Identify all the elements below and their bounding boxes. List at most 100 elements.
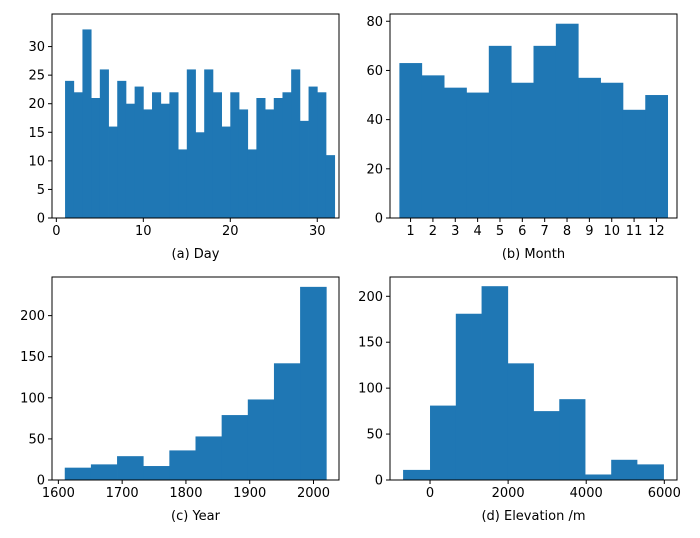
y-tick-label: 10 — [28, 154, 45, 169]
bar-a-28 — [308, 86, 318, 218]
bar-a-18 — [221, 126, 231, 218]
bar-b-3 — [466, 92, 490, 218]
y-tick-label: 0 — [375, 474, 383, 489]
bar-a-8 — [134, 86, 144, 218]
bar-a-22 — [256, 98, 266, 218]
y-tick-label: 30 — [28, 40, 45, 55]
bar-c-6 — [221, 415, 249, 480]
bar-d-2 — [455, 313, 482, 480]
bar-d-9 — [636, 464, 664, 480]
y-tick-label: 80 — [366, 15, 383, 30]
bar-b-8 — [578, 77, 601, 218]
y-tick-label: 60 — [366, 64, 383, 79]
y-tick-label: 0 — [37, 474, 45, 489]
x-tick-label: 20 — [222, 224, 239, 239]
subplot-day-histogram: 0 10 20 30 0 5 10 15 20 25 30 (a) Day — [28, 13, 340, 262]
x-axis-label: (d) Elevation /m — [481, 509, 585, 524]
bar-a-26 — [291, 69, 301, 219]
bar-a-6 — [117, 80, 127, 218]
bar-d-6 — [559, 399, 586, 480]
bar-b-2 — [444, 87, 467, 218]
bar-c-0 — [64, 467, 92, 480]
bar-a-7 — [125, 103, 136, 218]
bar-a-12 — [169, 92, 179, 218]
bar-b-4 — [488, 45, 512, 218]
bar-b-1 — [421, 75, 445, 218]
bar-a-11 — [160, 103, 170, 218]
x-tick-label: 2 — [429, 224, 437, 239]
bar-b-10 — [622, 109, 646, 218]
bar-a-20 — [238, 109, 249, 218]
x-tick-label: 7 — [541, 224, 549, 239]
x-tick-label: 6 — [518, 224, 526, 239]
x-tick-label: 12 — [648, 224, 665, 239]
bar-a-25 — [282, 92, 292, 218]
bar-c-3 — [143, 466, 170, 480]
x-tick-label: 10 — [135, 224, 152, 239]
x-tick-label: 4000 — [570, 486, 603, 501]
bar-d-3 — [481, 286, 509, 480]
y-tick-label: 150 — [20, 350, 45, 365]
x-tick-label: 1900 — [233, 486, 266, 501]
bar-a-30 — [325, 155, 336, 218]
bar-d-0 — [403, 469, 431, 480]
x-tick-label: 5 — [496, 224, 504, 239]
bar-d-7 — [585, 474, 612, 480]
axes-frame — [51, 276, 340, 481]
x-axis-label: (b) Month — [502, 247, 565, 262]
y-tick-label: 0 — [375, 212, 383, 227]
bar-b-7 — [555, 23, 579, 219]
x-tick-label: 1700 — [106, 486, 139, 501]
bar-b-0 — [399, 63, 423, 219]
subplot-elevation-histogram: 0 2000 4000 6000 0 50 100 150 200 (d) Elevation /… — [358, 276, 681, 524]
bar-c-5 — [195, 436, 223, 480]
x-tick-label: 1800 — [169, 486, 202, 501]
x-axis-label: (a) Day — [172, 247, 220, 262]
x-tick-label: 1 — [406, 224, 414, 239]
x-tick-label: 1600 — [42, 486, 75, 501]
bar-c-2 — [117, 456, 144, 480]
x-tick-label: 11 — [626, 224, 643, 239]
y-tick-label: 100 — [358, 382, 383, 397]
bar-c-1 — [90, 464, 118, 480]
x-tick-label: 0 — [426, 486, 434, 501]
x-tick-label: 4 — [473, 224, 481, 239]
bar-d-8 — [611, 459, 638, 480]
x-tick-label: 10 — [603, 224, 620, 239]
y-tick-label: 200 — [20, 309, 45, 324]
x-tick-label: 2000 — [492, 486, 525, 501]
bar-a-9 — [143, 109, 153, 218]
x-tick-label: 8 — [563, 224, 571, 239]
bar-a-5 — [108, 126, 118, 218]
bar-a-2 — [82, 29, 92, 219]
bar-a-13 — [178, 149, 188, 218]
y-tick-label: 25 — [28, 69, 45, 84]
bar-c-8 — [273, 363, 301, 480]
bar-a-27 — [299, 120, 309, 218]
bar-a-15 — [195, 132, 205, 218]
y-tick-label: 0 — [37, 212, 45, 227]
bar-c-9 — [300, 286, 327, 480]
y-tick-label: 20 — [28, 97, 45, 112]
bar-a-10 — [152, 92, 162, 218]
x-tick-label: 2000 — [297, 486, 330, 501]
y-tick-label: 50 — [28, 432, 45, 447]
bar-a-23 — [265, 109, 275, 218]
bar-c-4 — [169, 450, 196, 480]
y-tick-label: 40 — [366, 113, 383, 128]
bar-a-19 — [230, 92, 240, 218]
bar-c-7 — [247, 399, 275, 480]
x-tick-label: 3 — [451, 224, 459, 239]
y-tick-label: 150 — [358, 336, 383, 351]
bar-a-14 — [186, 69, 196, 219]
bar-a-29 — [317, 92, 327, 218]
bar-a-3 — [91, 98, 101, 218]
axes-frame — [51, 13, 340, 219]
x-tick-label: 30 — [309, 224, 326, 239]
y-tick-label: 50 — [366, 428, 383, 443]
x-tick-label: 0 — [52, 224, 60, 239]
bar-a-17 — [212, 92, 222, 218]
y-tick-label: 200 — [358, 290, 383, 305]
axes-frame — [389, 276, 678, 481]
